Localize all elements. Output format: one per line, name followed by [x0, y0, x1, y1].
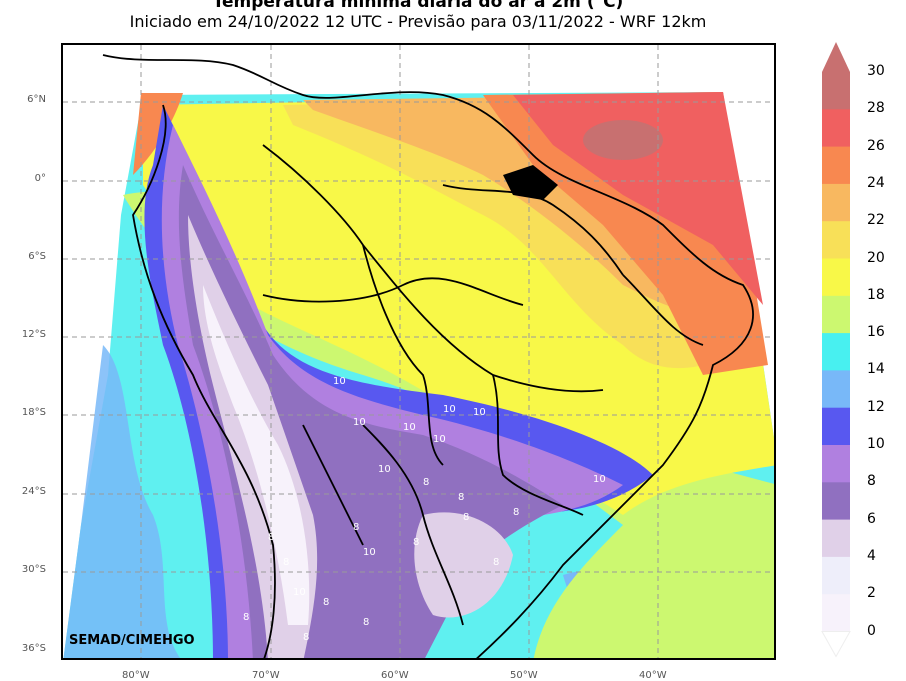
contour-label: 10 [593, 474, 606, 485]
contour-label: 8 [458, 492, 464, 503]
colorbar-segment [822, 72, 850, 110]
contour-label: 8 [268, 532, 274, 543]
chart-subtitle: Iniciado em 24/10/2022 12 UTC - Previsão… [129, 12, 707, 31]
colorbar-tick-label: 14 [867, 361, 885, 378]
contour-label: 10 [333, 376, 346, 387]
colorbar-segment [822, 407, 850, 446]
lon-label: 80°W [122, 670, 150, 681]
amazon-delta [503, 165, 558, 200]
colorbar-segment [822, 482, 850, 521]
lat-label: 6°S [28, 251, 46, 262]
colorbar-tick-label: 22 [867, 212, 885, 229]
ocean-cool-patch [63, 345, 181, 658]
lat-label: 18°S [21, 407, 46, 418]
temperature-map: 10 10 10 10 10 10 10 10 8 8 8 8 8 8 8 8 … [63, 45, 774, 658]
lat-label: 12°S [21, 329, 46, 340]
colorbar-tick-label: 16 [867, 324, 885, 341]
colorbar-segment [822, 556, 850, 595]
contour-label: 10 [378, 464, 391, 475]
colorbar-tick-label: 0 [867, 622, 876, 639]
lon-label: 60°W [381, 670, 409, 681]
colorbar-segment [822, 146, 850, 185]
colorbar-extend-bottom [821, 631, 851, 658]
lat-label: 30°S [21, 564, 46, 575]
colorbar-tick-label: 26 [867, 137, 885, 154]
colorbar-segment [822, 519, 850, 558]
lat-label: 6°N [27, 94, 46, 105]
colorbar-segment [822, 295, 850, 334]
contour-label: 8 [513, 507, 519, 518]
colorbar-segment [822, 258, 850, 297]
colorbar-segment [822, 333, 850, 371]
colorbar-segment [822, 109, 850, 148]
contour-label: 8 [363, 617, 369, 628]
colorbar-tick-label: 6 [867, 510, 876, 527]
colorbar-segment [822, 594, 850, 632]
colorbar-tick-label: 2 [867, 585, 876, 602]
colorbar-tick-label: 20 [867, 249, 885, 266]
contour-label: 8 [283, 557, 289, 568]
contour-label: 8 [303, 632, 309, 643]
lat-label: 36°S [21, 643, 46, 654]
cold-region-south [414, 512, 513, 618]
lon-label: 50°W [510, 670, 538, 681]
contour-label: 8 [353, 522, 359, 533]
colorbar-tick-label: 24 [867, 174, 885, 191]
colorbar-tick-label: 12 [867, 398, 885, 415]
credit-label: SEMAD/CIMEHGO [69, 633, 195, 648]
cold-region-4 [203, 285, 310, 625]
contour-label: 8 [463, 512, 469, 523]
pacific-warm [133, 93, 183, 175]
contour-labels: 10 10 10 10 10 10 10 10 8 8 8 8 8 8 8 8 … [243, 376, 606, 643]
lat-label: 24°S [21, 486, 46, 497]
band-30 [583, 120, 663, 160]
contour-label: 10 [293, 587, 306, 598]
contour-label: 10 [433, 434, 446, 445]
colorbar-tick-label: 10 [867, 436, 885, 452]
borders [102, 54, 754, 658]
lon-label: 40°W [639, 670, 667, 681]
contour-label: 10 [403, 422, 416, 433]
contour-label: 10 [353, 417, 366, 428]
colorbar-tick-label: 28 [867, 100, 885, 117]
colorbar [821, 42, 851, 658]
colorbar-segment [822, 445, 850, 483]
colorbar-segment [822, 183, 850, 222]
contour-label: 8 [243, 612, 249, 623]
map-panel: 10 10 10 10 10 10 10 10 8 8 8 8 8 8 8 8 … [61, 43, 776, 660]
contour-label: 8 [323, 597, 329, 608]
lat-label: 0° [34, 173, 46, 184]
graticule [63, 45, 774, 658]
contour-label: 8 [493, 557, 499, 568]
lon-label: 70°W [252, 670, 280, 681]
colorbar-tick-label: 30 [867, 63, 885, 79]
contour-label: 10 [363, 547, 376, 558]
band-28 [513, 92, 763, 305]
contour-label: 8 [413, 537, 419, 548]
contour-label: 10 [473, 407, 486, 418]
colorbar-extend-top [822, 42, 850, 72]
contour-label: 8 [423, 477, 429, 488]
chart-title: Temperatura mínima diária do ar a 2m (°C… [212, 0, 624, 12]
colorbar-segment [822, 370, 850, 409]
colorbar-tick-label: 18 [867, 286, 885, 303]
colorbar-tick-label: 8 [867, 473, 876, 490]
contour-label: 10 [443, 404, 456, 415]
colorbar-segment [822, 221, 850, 259]
colorbar-tick-label: 4 [867, 547, 876, 564]
